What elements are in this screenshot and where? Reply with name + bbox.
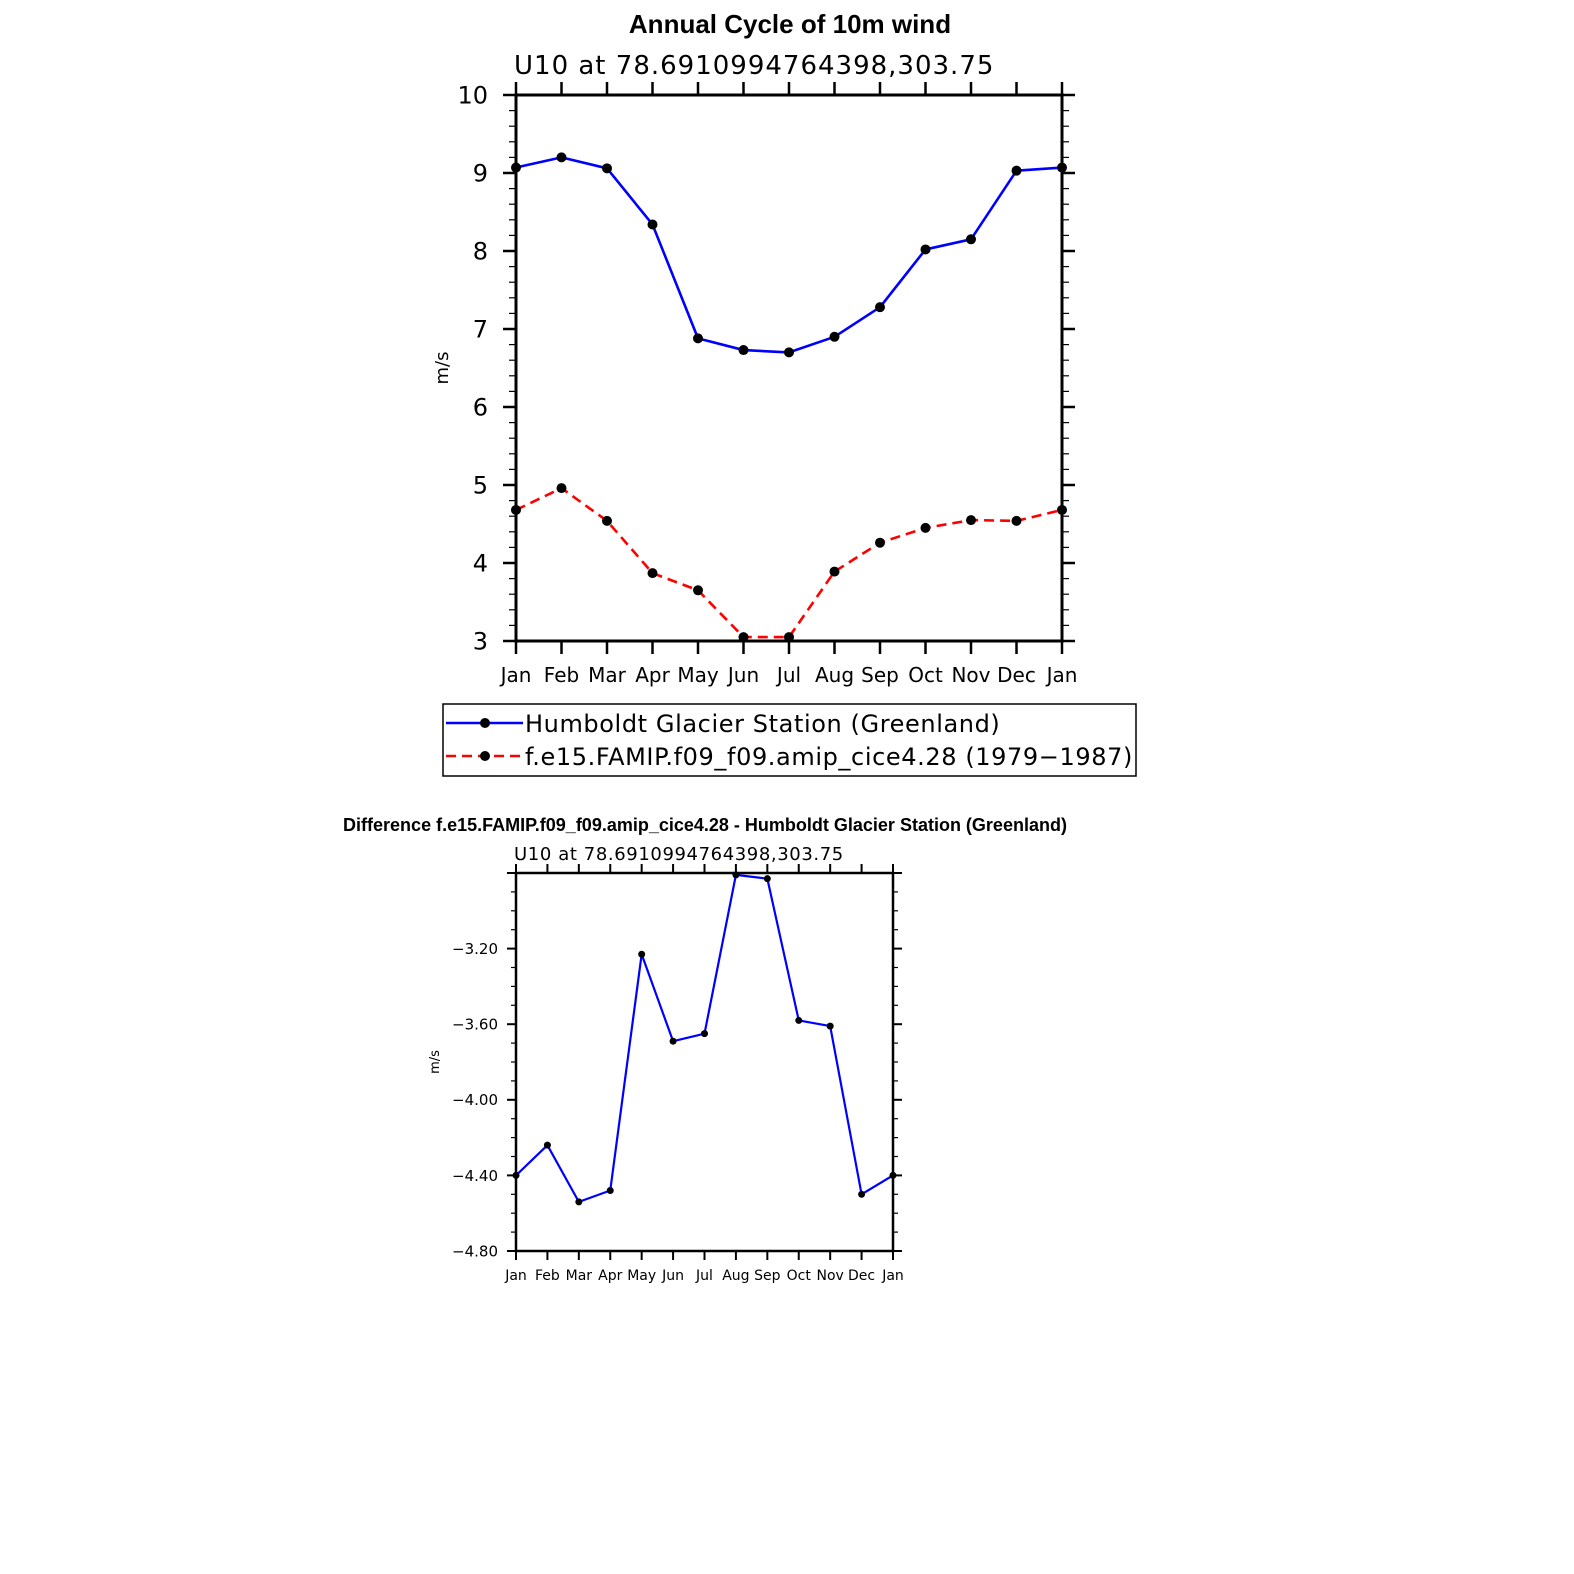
series-1-point	[738, 345, 749, 356]
x-tick-label: May	[677, 663, 719, 687]
x-tick-label: Feb	[535, 1268, 560, 1284]
x-tick-label: Nov	[951, 663, 990, 687]
series-1-point	[669, 1037, 677, 1045]
y-tick-label: −3.20	[452, 940, 498, 958]
series-1-point	[575, 1198, 583, 1206]
x-tick-label: Jan	[1045, 663, 1078, 687]
chart2-title: Difference f.e15.FAMIP.f09_f09.amip_cice…	[343, 815, 1067, 835]
series-2-point	[875, 537, 885, 548]
series-line-2	[515, 486, 1063, 639]
series-1-point	[763, 875, 771, 883]
series-line-1	[515, 873, 894, 1203]
x-tick-label: Mar	[566, 1268, 593, 1284]
series-1-point	[701, 1030, 708, 1038]
series-1-point	[858, 1190, 866, 1198]
legend-label-series-2: f.e15.FAMIP.f09_f09.amip_cice4.28 (1979−…	[525, 743, 1133, 771]
series-1-point	[693, 333, 703, 344]
x-tick-label: Apr	[635, 663, 670, 687]
plot-frame	[514, 93, 1064, 643]
y-tick-label: 7	[473, 316, 488, 344]
series-1-point	[795, 1016, 803, 1024]
legend-marker-series-2	[480, 751, 490, 761]
series-2-point	[693, 585, 703, 596]
series-2-point	[920, 522, 931, 533]
y-tick-label: 4	[473, 550, 488, 578]
x-tick-label: Apr	[598, 1268, 622, 1284]
x-tick-label: Aug	[722, 1268, 749, 1284]
y-tick-label: 3	[473, 628, 488, 656]
series-1-point	[1011, 165, 1022, 176]
series-1-point	[638, 950, 646, 958]
x-tick-label: Jun	[726, 663, 759, 687]
series-1-point	[875, 302, 885, 313]
chart2-ylabel: m/s	[428, 1050, 443, 1074]
x-tick-label: Sep	[861, 663, 899, 687]
x-tick-label: Jul	[695, 1268, 713, 1284]
legend-label-series-1: Humboldt Glacier Station (Greenland)	[525, 710, 1000, 738]
chart1-subtitle: U10 at 78.6910994764398,303.75	[514, 51, 994, 81]
y-tick-label: 6	[473, 394, 488, 422]
annual-cycle-chart: Annual Cycle of 10m wind U10 at 78.69109…	[432, 9, 1137, 777]
series-1-point	[606, 1187, 614, 1195]
x-tick-label: Oct	[787, 1268, 812, 1284]
y-tick-label: 8	[473, 238, 488, 266]
series-2-point	[647, 568, 658, 579]
x-tick-label: Jan	[499, 663, 532, 687]
y-tick-label: −4.40	[452, 1167, 498, 1185]
y-tick-label: 5	[473, 472, 488, 500]
series-2-point	[1011, 515, 1022, 526]
y-tick-label: −4.80	[452, 1242, 498, 1260]
series-1-point	[556, 152, 567, 163]
y-tick-label: 9	[473, 160, 488, 188]
legend-box	[442, 703, 1137, 777]
x-tick-label: Jan	[881, 1268, 904, 1284]
y-tick-label: 10	[457, 82, 488, 110]
legend-marker-series-1	[480, 718, 490, 728]
series-1-point	[829, 331, 840, 342]
x-tick-label: Sep	[754, 1268, 781, 1284]
series-1-point	[784, 347, 794, 358]
series-2-point	[556, 483, 567, 494]
x-tick-label: May	[627, 1268, 656, 1284]
x-tick-label: Aug	[815, 663, 854, 687]
chart2-subtitle: U10 at 78.6910994764398,303.75	[514, 844, 844, 865]
x-tick-label: Oct	[908, 663, 943, 687]
y-tick-label: −4.00	[452, 1091, 498, 1109]
series-1-point	[966, 234, 976, 245]
chart1-legend: Humboldt Glacier Station (Greenland) f.e…	[442, 703, 1137, 777]
series-2-point	[966, 515, 976, 526]
x-tick-label: Jan	[504, 1268, 527, 1284]
x-tick-label: Mar	[588, 663, 627, 687]
series-2-point	[829, 566, 840, 577]
chart1-ylabel: m/s	[432, 352, 453, 385]
series-1-point	[543, 1141, 551, 1149]
difference-chart: Difference f.e15.FAMIP.f09_f09.amip_cice…	[343, 815, 1067, 1284]
series-1-point	[647, 219, 658, 230]
series-1-point	[602, 163, 612, 174]
x-tick-label: Jun	[661, 1268, 684, 1284]
series-line-1	[515, 156, 1063, 354]
chart1-title: Annual Cycle of 10m wind	[629, 9, 951, 39]
series-1-point	[826, 1022, 834, 1030]
x-tick-label: Feb	[544, 663, 579, 687]
x-tick-label: Jul	[775, 663, 801, 687]
series-1-point	[920, 244, 931, 255]
x-tick-label: Dec	[997, 663, 1036, 687]
x-tick-label: Dec	[848, 1268, 875, 1284]
x-tick-label: Nov	[817, 1268, 844, 1284]
y-tick-label: −3.60	[452, 1016, 498, 1034]
series-2-point	[602, 515, 612, 526]
